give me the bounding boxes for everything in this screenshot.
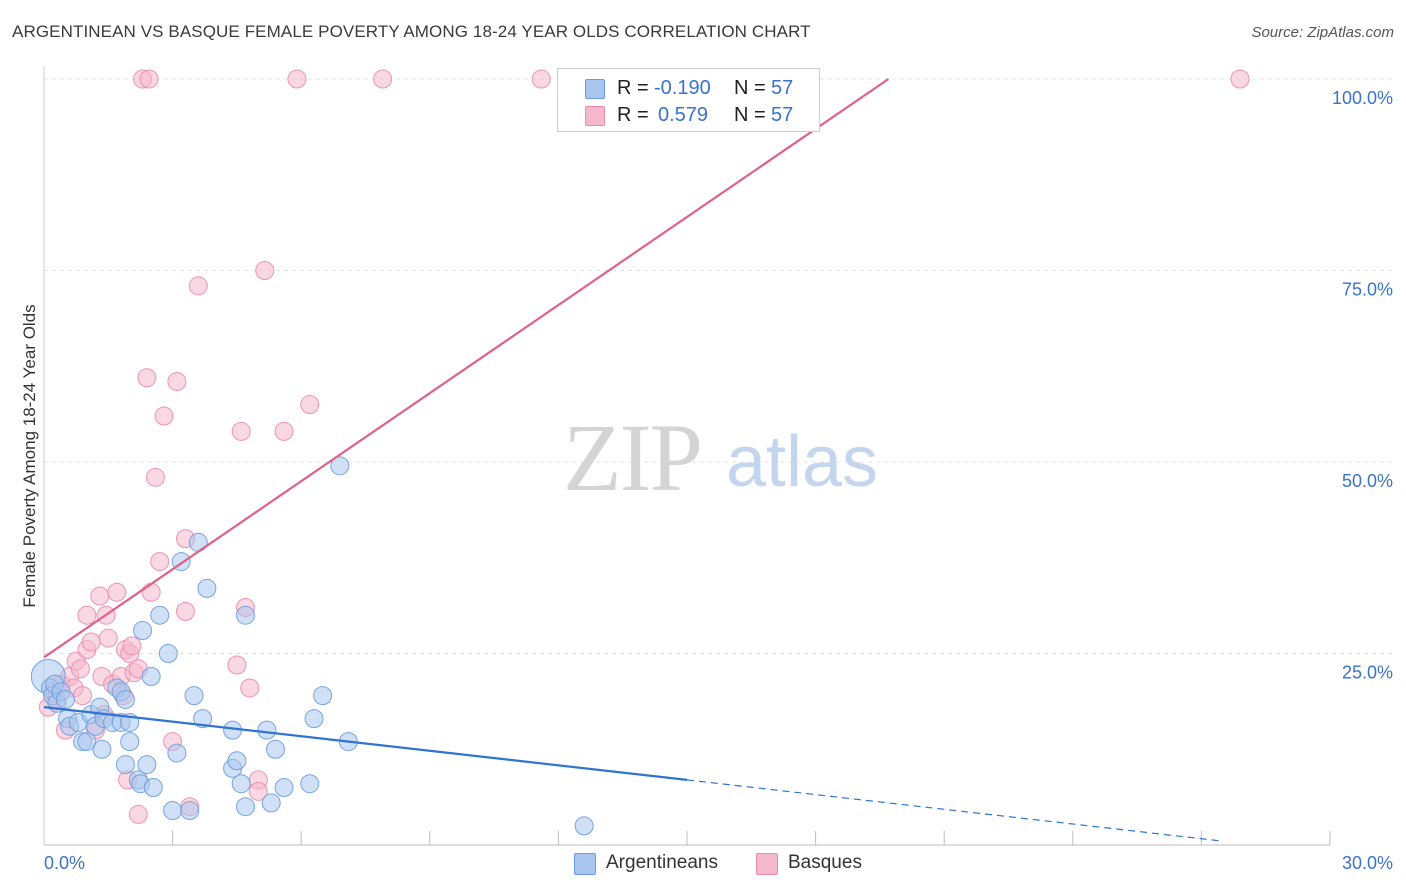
argentinean-point bbox=[274, 778, 294, 798]
argentineans-points bbox=[30, 456, 594, 836]
argentinean-point bbox=[574, 816, 594, 836]
y-tick-label: 100.0% bbox=[1332, 88, 1393, 108]
y-tick-label: 75.0% bbox=[1342, 280, 1393, 300]
watermark-atlas: atlas bbox=[726, 422, 878, 502]
basque-point bbox=[73, 686, 93, 706]
basque-point bbox=[240, 678, 260, 698]
basque-point bbox=[231, 421, 251, 441]
bottom-legend-swatch-basques bbox=[756, 853, 778, 875]
legend-n-value: 57 bbox=[771, 104, 794, 126]
argentinean-point bbox=[300, 774, 320, 794]
basque-point bbox=[90, 586, 110, 606]
argentinean-point bbox=[115, 755, 135, 775]
source-label: Source: ZipAtlas.com bbox=[1251, 24, 1394, 41]
basque-point bbox=[70, 659, 90, 679]
argentinean-point bbox=[188, 532, 208, 552]
chart-title: ARGENTINEAN VS BASQUE FEMALE POVERTY AMO… bbox=[12, 22, 811, 41]
basque-point bbox=[188, 276, 208, 296]
bottom-legend-swatch-argentineans bbox=[574, 853, 596, 875]
argentinean-point bbox=[197, 578, 217, 598]
legend-r-value: 0.579 bbox=[658, 104, 709, 126]
argentinean-point bbox=[120, 732, 140, 752]
watermark: ZIP atlas bbox=[563, 404, 878, 511]
argentinean-point bbox=[257, 720, 277, 740]
basque-point bbox=[128, 804, 148, 824]
argentinean-point bbox=[150, 605, 170, 625]
argentineans-trend-line-extension bbox=[686, 779, 1223, 842]
basques-trend-line bbox=[43, 78, 890, 659]
basque-point bbox=[227, 655, 247, 675]
argentinean-point bbox=[141, 666, 161, 686]
argentinean-point bbox=[133, 621, 153, 641]
tick-labels: 25.0% 50.0% 75.0% 100.0% 0.0% 30.0% bbox=[44, 88, 1393, 873]
y-tick-label: 50.0% bbox=[1342, 471, 1393, 491]
argentinean-point bbox=[115, 689, 135, 709]
x-tick-label: 0.0% bbox=[44, 853, 85, 873]
grid-lines bbox=[44, 78, 1394, 654]
basque-point bbox=[122, 636, 142, 656]
argentinean-point bbox=[137, 755, 157, 775]
argentinean-point bbox=[304, 709, 324, 729]
legend-r-value: -0.190 bbox=[654, 77, 711, 99]
argentinean-point bbox=[77, 732, 97, 752]
basque-point bbox=[167, 372, 187, 392]
basque-point bbox=[373, 69, 393, 89]
basque-point bbox=[98, 628, 118, 648]
basque-point bbox=[175, 601, 195, 621]
legend-swatch-basques bbox=[585, 106, 605, 126]
basque-point bbox=[531, 69, 551, 89]
argentinean-point bbox=[92, 739, 112, 759]
argentineans-trend-line bbox=[43, 706, 688, 781]
argentinean-point bbox=[265, 739, 285, 759]
argentinean-point bbox=[231, 774, 251, 794]
legend-n-label: N = bbox=[734, 104, 766, 126]
argentinean-point bbox=[261, 793, 281, 813]
argentinean-point bbox=[167, 743, 187, 763]
legend-row-basques: R = 0.579 N = 57 bbox=[558, 102, 819, 130]
argentinean-point bbox=[180, 801, 200, 821]
basque-point bbox=[255, 261, 275, 280]
legend-n-label: N = bbox=[734, 77, 766, 99]
argentinean-point bbox=[55, 689, 75, 709]
argentinean-point bbox=[184, 686, 204, 706]
argentinean-point bbox=[158, 644, 178, 663]
argentinean-point bbox=[235, 605, 255, 625]
basque-point bbox=[81, 632, 101, 652]
basque-point bbox=[141, 582, 161, 602]
watermark-zip: ZIP bbox=[563, 404, 701, 511]
legend-row-argentineans: R = -0.190 N = 57 bbox=[558, 75, 819, 103]
argentinean-point bbox=[235, 797, 255, 817]
basque-point bbox=[77, 605, 97, 625]
argentinean-point bbox=[163, 801, 183, 821]
legend-swatch-argentineans bbox=[585, 79, 605, 99]
y-tick-label: 25.0% bbox=[1342, 663, 1393, 683]
argentinean-point bbox=[193, 709, 213, 729]
basque-point bbox=[145, 467, 165, 487]
basque-point bbox=[137, 368, 157, 388]
argentinean-point bbox=[143, 778, 163, 798]
argentinean-point bbox=[330, 456, 350, 476]
bottom-legend-label: Argentineans bbox=[606, 852, 718, 873]
argentinean-point bbox=[227, 751, 247, 771]
legend-n-value: 57 bbox=[771, 77, 794, 99]
y-axis-title: Female Poverty Among 18-24 Year Olds bbox=[20, 304, 39, 607]
bottom-legend-label: Basques bbox=[788, 852, 862, 873]
basque-point bbox=[107, 582, 127, 602]
basque-point bbox=[274, 421, 294, 441]
argentinean-point bbox=[313, 686, 333, 706]
stats-legend: R = -0.190 N = 57 R = 0.579 N = 57 bbox=[557, 68, 820, 132]
legend-r-label: R = bbox=[617, 104, 649, 126]
basque-point bbox=[287, 69, 307, 89]
basque-point bbox=[300, 395, 320, 415]
legend-r-label: R = bbox=[617, 77, 649, 99]
basque-point bbox=[154, 406, 174, 426]
basque-point bbox=[1230, 69, 1250, 89]
basque-point bbox=[248, 781, 268, 801]
basque-point bbox=[139, 69, 159, 89]
x-tick-label: 30.0% bbox=[1342, 853, 1393, 873]
basque-point bbox=[150, 552, 170, 572]
trend-lines bbox=[43, 78, 1223, 842]
